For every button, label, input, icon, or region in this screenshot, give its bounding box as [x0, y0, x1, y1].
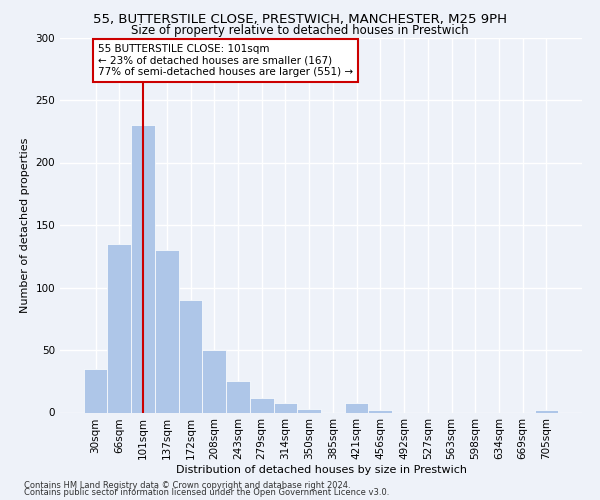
Y-axis label: Number of detached properties: Number of detached properties [20, 138, 30, 312]
Bar [368, 410, 392, 412]
Bar [107, 244, 131, 412]
X-axis label: Distribution of detached houses by size in Prestwich: Distribution of detached houses by size … [176, 465, 467, 475]
Bar [250, 398, 274, 412]
Bar [297, 408, 321, 412]
Bar [155, 250, 179, 412]
Bar [202, 350, 226, 412]
Text: Contains HM Land Registry data © Crown copyright and database right 2024.: Contains HM Land Registry data © Crown c… [24, 480, 350, 490]
Text: Contains public sector information licensed under the Open Government Licence v3: Contains public sector information licen… [24, 488, 389, 497]
Text: 55, BUTTERSTILE CLOSE, PRESTWICH, MANCHESTER, M25 9PH: 55, BUTTERSTILE CLOSE, PRESTWICH, MANCHE… [93, 12, 507, 26]
Bar [226, 381, 250, 412]
Bar [179, 300, 202, 412]
Bar [274, 402, 297, 412]
Bar [84, 368, 107, 412]
Text: Size of property relative to detached houses in Prestwich: Size of property relative to detached ho… [131, 24, 469, 37]
Text: 55 BUTTERSTILE CLOSE: 101sqm
← 23% of detached houses are smaller (167)
77% of s: 55 BUTTERSTILE CLOSE: 101sqm ← 23% of de… [98, 44, 353, 77]
Bar [131, 125, 155, 412]
Bar [535, 410, 558, 412]
Bar [345, 402, 368, 412]
